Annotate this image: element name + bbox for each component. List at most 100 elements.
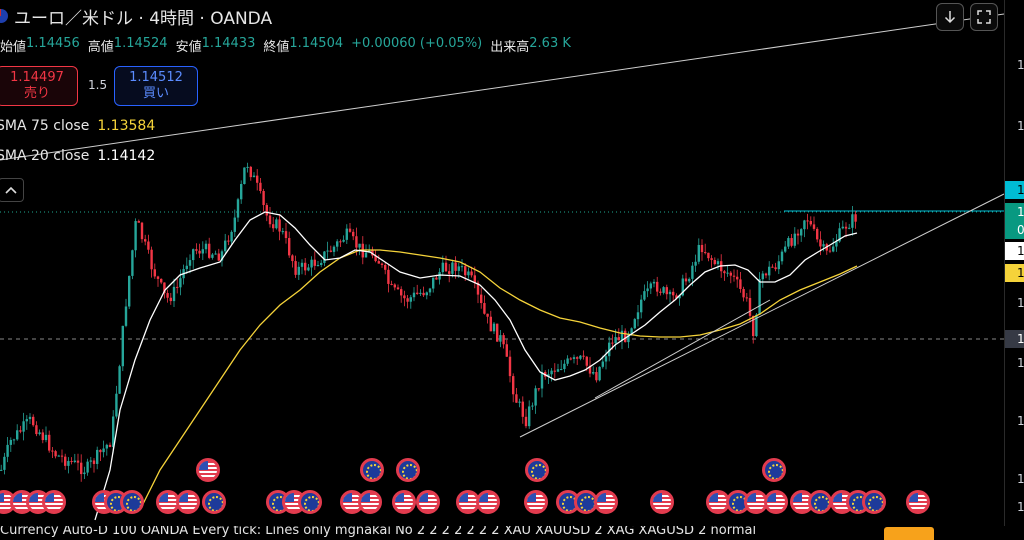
candle-body: [233, 217, 236, 232]
candle-body: [144, 239, 147, 242]
candle-body: [240, 184, 243, 200]
candle-body: [284, 231, 288, 239]
us-flag-event-icon[interactable]: [650, 490, 674, 514]
us-flag-event-icon[interactable]: [594, 490, 618, 514]
us-flag-event-icon[interactable]: [764, 490, 788, 514]
candle-body: [227, 240, 230, 242]
buy-price: 1.14512: [129, 70, 183, 85]
ohlc-legend: 始値 1.14456 高値 1.14524 安値 1.14433 終値 1.14…: [0, 36, 579, 55]
candle-body: [761, 273, 764, 280]
candle-body: [662, 287, 665, 293]
collapse-legend-button[interactable]: [0, 178, 24, 202]
us-flag-event-icon[interactable]: [42, 490, 66, 514]
candle-body: [313, 259, 316, 266]
candle-body: [793, 233, 796, 246]
indicator-lines: [94, 211, 858, 521]
candle-body: [700, 244, 704, 253]
eu-flag-event-icon[interactable]: [360, 458, 384, 482]
candle-body: [470, 271, 473, 276]
low-label: 安値: [175, 40, 202, 55]
candle-body: [617, 337, 620, 341]
eu-flag-event-icon[interactable]: [862, 490, 886, 514]
candle-body: [496, 323, 499, 342]
us-flag-event-icon[interactable]: [416, 490, 440, 514]
candle-body: [764, 273, 768, 276]
candle-body: [92, 460, 96, 464]
candle-body: [553, 370, 556, 372]
sma75-value: 1.13584: [97, 118, 156, 134]
sma75-legend[interactable]: SMA 75 close 1.13584: [0, 118, 155, 134]
eu-flag-event-icon[interactable]: [808, 490, 832, 514]
download-button[interactable]: [936, 3, 964, 31]
us-flag-event-icon[interactable]: [358, 490, 382, 514]
eu-flag-event-icon[interactable]: [762, 458, 786, 482]
high-label: 高値: [87, 40, 114, 55]
candle-body: [665, 287, 668, 295]
candle-body: [406, 298, 409, 302]
candle-body: [505, 344, 508, 357]
candle-body: [22, 421, 25, 432]
us-flag-event-icon[interactable]: [524, 490, 548, 514]
candle-body: [137, 221, 140, 223]
candle-body: [35, 425, 38, 435]
candle-body: [307, 267, 310, 271]
candle-body: [745, 297, 748, 299]
eu-flag-event-icon[interactable]: [396, 458, 420, 482]
candle-body: [585, 356, 588, 366]
candle-body: [822, 244, 825, 247]
candle-body: [121, 325, 124, 367]
price-axis[interactable]: 1 1 1 1 1 1 1 1 1 0 1 1 1: [1004, 0, 1024, 540]
candle-body: [656, 281, 659, 292]
candle-body: [819, 239, 822, 247]
trendline-drawings[interactable]: [0, 13, 1005, 438]
chevron-up-icon: [5, 186, 17, 194]
candle-body: [96, 449, 99, 464]
candle-body: [275, 219, 278, 229]
sell-label: 売り: [23, 86, 50, 101]
sell-button[interactable]: 1.14497 売り: [0, 66, 78, 106]
close-value: 1.14504: [289, 36, 344, 51]
candle-body: [534, 388, 537, 406]
sma20-legend[interactable]: SMA 20 close 1.14142: [0, 148, 155, 164]
candle-body: [108, 444, 112, 447]
price-tag-crosshair: 1: [1005, 330, 1024, 348]
high-value: 1.14524: [113, 36, 168, 51]
candle-body: [473, 275, 476, 283]
price-tick: 1: [1017, 58, 1024, 72]
candle-body: [835, 241, 838, 247]
candle-body: [844, 226, 848, 229]
candle-body: [115, 393, 118, 417]
fullscreen-button[interactable]: [970, 3, 998, 31]
eu-flag-event-icon[interactable]: [120, 490, 144, 514]
candle-body: [246, 166, 249, 168]
price-tag-high: 1: [1005, 181, 1024, 199]
candlestick-series: [0, 162, 857, 482]
us-flag-event-icon[interactable]: [176, 490, 200, 514]
candle-body: [755, 314, 758, 337]
us-flag-event-icon[interactable]: [476, 490, 500, 514]
symbol-title[interactable]: ユーロ／米ドル · 4時間 · OANDA: [0, 5, 272, 29]
candle-body: [678, 295, 681, 299]
candle-body: [771, 266, 774, 268]
candle-body: [102, 448, 105, 453]
candle-body: [48, 434, 51, 451]
us-flag-event-icon[interactable]: [906, 490, 930, 514]
candle-body: [620, 330, 624, 341]
eu-flag-event-icon[interactable]: [202, 490, 226, 514]
indicator-status-bar[interactable]: Currency Auto-D 100 OANDA Every tick: Li…: [0, 526, 1024, 540]
candle-body: [464, 266, 467, 276]
candle-body: [278, 219, 281, 232]
us-flag-event-icon[interactable]: [196, 458, 220, 482]
candle-body: [259, 182, 262, 192]
eu-flag-event-icon[interactable]: [525, 458, 549, 482]
buy-button[interactable]: 1.14512 買い: [114, 66, 198, 106]
candle-body: [320, 262, 323, 265]
eu-flag-event-icon[interactable]: [298, 490, 322, 514]
support-trendline: [594, 299, 771, 399]
us-flag-event-icon[interactable]: [392, 490, 416, 514]
candle-body: [704, 252, 707, 254]
candle-body: [707, 252, 710, 259]
lower-trendline: [519, 193, 1005, 438]
